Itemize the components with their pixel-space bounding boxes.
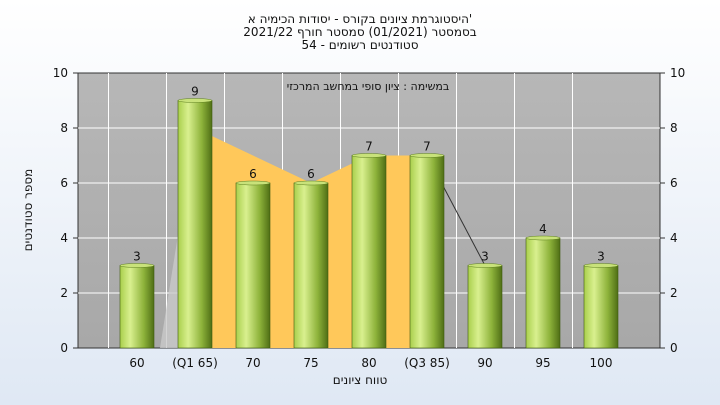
data-label-4: 7 [365, 140, 373, 154]
data-label-2: 6 [249, 167, 257, 181]
data-label-7: 4 [539, 222, 547, 236]
data-label-0: 3 [133, 250, 141, 264]
chart-title-line-1: היסטוגרמת ציונים בקורס - יסודות הכימיה א… [247, 12, 473, 26]
x-tick-3: 75 [303, 356, 318, 370]
bar-0 [119, 265, 155, 349]
y-tick-right-4: 4 [670, 231, 678, 245]
y-tick-left-10: 10 [53, 66, 68, 80]
y-tick-left-0: 0 [60, 341, 68, 355]
y-tick-right-6: 6 [670, 176, 678, 190]
x-tick-5: (Q3 85) [404, 356, 450, 370]
chart-annotation: במשימה : ציון סופי במחשב המרכזי [287, 80, 450, 93]
x-axis-label: טווח ציונים [332, 373, 388, 387]
y-tick-right-10: 10 [670, 66, 685, 80]
data-label-3: 6 [307, 167, 315, 181]
x-tick-1: (Q1 65) [172, 356, 218, 370]
bar-top-2 [235, 180, 271, 186]
y-tick-right-8: 8 [670, 121, 678, 135]
bar-top-3 [293, 180, 329, 186]
y-tick-left-6: 6 [60, 176, 68, 190]
bar-top-1 [177, 98, 213, 103]
chart-title-line-2: בסמסטר (01/2021) סמסטר חורף 2021/22 [243, 25, 477, 39]
y-tick-left-2: 2 [60, 286, 68, 300]
bar-4 [351, 155, 387, 349]
x-tick-0: 60 [129, 356, 144, 370]
bar-6 [467, 265, 503, 349]
bar-top-8 [583, 263, 619, 268]
x-tick-8: 100 [590, 356, 613, 370]
bar-top-4 [351, 153, 387, 158]
bar-1 [177, 100, 213, 349]
bar-5 [409, 155, 445, 349]
bar-2 [235, 182, 271, 349]
x-tick-6: 90 [477, 356, 492, 370]
x-tick-2: 70 [245, 356, 260, 370]
bar-7 [525, 237, 561, 349]
x-tick-7: 95 [535, 356, 550, 370]
bar-8 [583, 265, 619, 349]
y-tick-left-8: 8 [60, 121, 68, 135]
bar-top-6 [467, 263, 503, 268]
chart-title-line-3: סטודנטים רשומים - 54 [301, 38, 419, 52]
bar-3 [293, 182, 329, 349]
bar-top-0 [119, 263, 155, 268]
data-label-6: 3 [481, 250, 489, 264]
bar-top-5 [409, 153, 445, 158]
data-label-8: 3 [597, 250, 605, 264]
y-tick-left-4: 4 [60, 231, 68, 245]
x-tick-4: 80 [361, 356, 376, 370]
data-label-1: 9 [191, 85, 199, 99]
bar-top-7 [525, 235, 561, 241]
y-tick-right-0: 0 [670, 341, 678, 355]
y-tick-right-2: 2 [670, 286, 678, 300]
data-label-5: 7 [423, 140, 431, 154]
